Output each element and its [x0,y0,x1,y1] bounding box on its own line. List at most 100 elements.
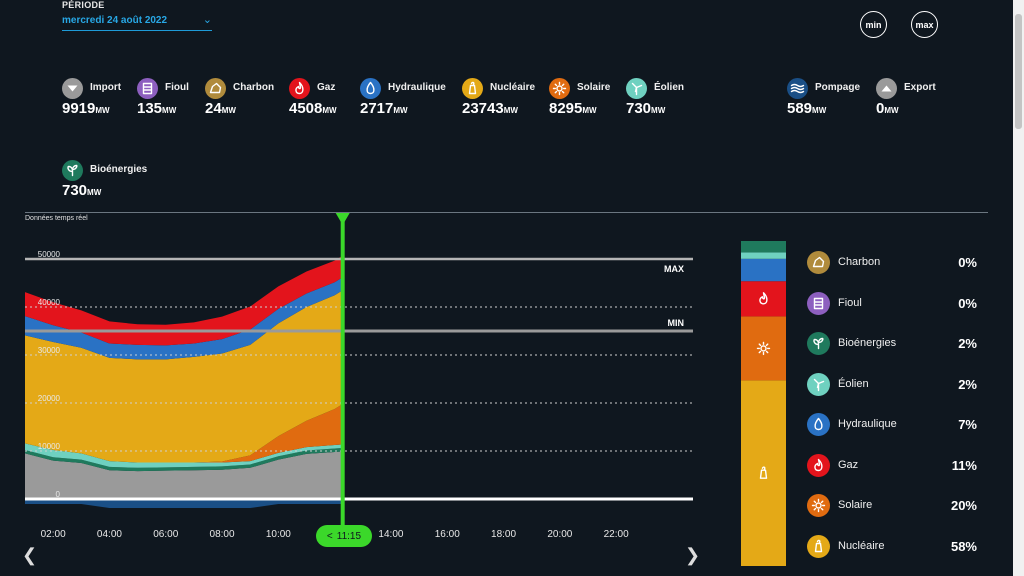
chevron-up-icon [876,78,897,99]
legend-item-solaire: Solaire 20% [807,494,977,518]
nuclear-plant-icon [462,78,483,99]
x-tick-label: 04:00 [97,529,122,540]
barrel-icon [807,291,830,315]
chevron-left-icon: < [326,530,333,542]
time-cursor-handle[interactable]: < 11:15 [316,525,372,547]
source-value: 9919MW [62,100,110,117]
area-éolien [25,443,342,468]
legend-item-hydraulique: Hydraulique 7% [807,413,977,437]
scrollbar-thumb[interactable] [1015,14,1022,129]
date-value: mercredi 24 août 2022 [62,15,168,26]
x-tick-label: 14:00 [378,529,403,540]
y-tick-label: 40000 [38,298,61,307]
legend-name: Solaire [838,499,873,511]
legend-item-gaz: Gaz 11% [807,453,977,478]
scrollbar[interactable] [1013,0,1024,576]
source-value: 23743MW [462,100,518,117]
legend-name: Charbon [838,256,881,268]
chevron-down-icon [62,78,83,99]
legend-item-bioénergies: Bioénergies 2% [807,332,977,356]
barrel-icon [137,78,158,99]
x-tick-label: 22:00 [604,529,629,540]
area-gaz [25,256,342,346]
nuclear-plant-icon [807,534,830,558]
mix-bar-top [741,241,786,246]
legend-item-charbon: Charbon 0% [807,251,977,275]
source-name: Bioénergies [90,164,148,175]
next-day-icon[interactable]: ❯ [685,545,701,565]
y-tick-label: 0 [56,490,61,499]
sun-icon [807,494,830,517]
max-button[interactable]: max [911,11,938,38]
area-nucléaire [25,290,342,463]
period-label: PÉRIODE [62,0,105,10]
wind-turbine-icon [626,78,647,99]
source-name: Charbon [233,82,275,93]
source-name: Fioul [165,82,189,93]
legend-percent: 2% [958,376,977,392]
legend-percent: 0% [958,295,977,311]
legend-percent: 7% [958,417,977,432]
sun-icon [756,341,771,356]
x-tick-label: 20:00 [547,529,572,540]
water-drop-icon [807,413,830,436]
pompage-area [25,499,342,508]
flame-icon [289,78,310,99]
date-select[interactable]: mercredi 24 août 2022 ⌄ [62,13,212,31]
legend-name: Bioénergies [838,337,897,349]
mix-bar-segment-solaire [741,316,786,381]
source-value: 8295MW [549,100,597,117]
leaf-icon [62,160,83,181]
coal-icon [205,78,226,99]
source-value: 589MW [787,100,827,117]
legend-percent: 20% [950,498,977,513]
cursor-time: 11:15 [336,530,362,542]
y-tick-label: 10000 [38,442,61,451]
legend-percent: 2% [958,336,977,351]
divider [25,212,988,213]
x-tick-label: 08:00 [210,529,235,540]
source-value: 730MW [62,182,102,199]
source-value: 135MW [137,100,177,117]
legend-percent: 58% [950,538,977,554]
water-drop-icon [360,78,381,99]
x-tick-label: 18:00 [491,529,516,540]
mix-bar-segment-hydraulique [741,258,786,282]
mix-bar-segment-éolien [741,252,786,259]
area-solaire [25,404,342,463]
x-tick-label: 02:00 [41,529,66,540]
legend-percent: 11% [951,457,977,473]
production-chart[interactable]: 50000 40000 30000 20000 10000 0 02:00 04:00 06:0… [0,205,1024,576]
legend-name: Éolien [838,377,869,390]
previous-day-icon[interactable]: ❮ [22,545,38,565]
leaf-icon [807,332,830,355]
source-value: 2717MW [360,100,408,117]
legend-name: Fioul [838,296,862,309]
area-hydraulique [25,277,342,360]
nuclear-plant-icon [759,466,768,479]
legend-item-éolien: Éolien 2% [807,372,977,397]
source-name: Éolien [654,82,685,93]
min-label: MIN [668,318,685,328]
flame-icon [807,453,830,477]
sun-icon [549,78,570,99]
mix-bar-segment-nucléaire [741,380,786,566]
waves-icon [787,78,808,99]
source-name: Gaz [317,82,336,93]
source-name: Pompage [815,82,861,93]
y-tick-label: 30000 [38,346,61,355]
legend-item-fioul: Fioul 0% [807,291,977,316]
source-name: Nucléaire [490,82,536,93]
area-bioénergies [25,447,342,472]
x-tick-label: 16:00 [435,529,460,540]
source-name: Export [904,82,936,93]
y-tick-label: 20000 [38,394,61,403]
legend-item-nucléaire: Nucléaire 58% [807,534,977,559]
source-name: Solaire [577,82,611,93]
min-button[interactable]: min [860,11,887,38]
source-value: 24MW [205,100,236,117]
source-name: Import [90,82,122,93]
source-value: 4508MW [289,100,337,117]
cursor-marker-icon [335,213,350,225]
legend-name: Gaz [838,458,859,471]
